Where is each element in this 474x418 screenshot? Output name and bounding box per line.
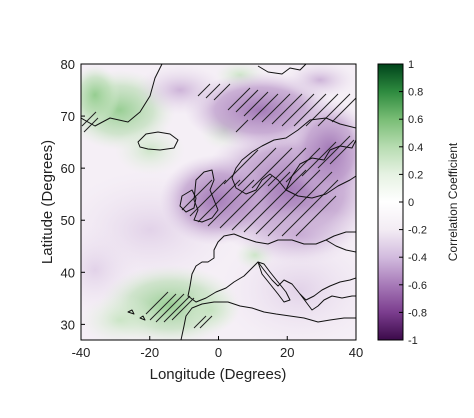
x-axis-title: Longitude (Degrees): [150, 366, 287, 383]
colorbar-tick-label: -1: [408, 335, 418, 347]
y-tick-label: 40: [61, 265, 75, 280]
baltic-coast: [285, 139, 356, 191]
colorbar-tick-label: -0.4: [408, 252, 427, 264]
colorbar-gradient: [377, 63, 404, 341]
colorbar-tick-label: 0.2: [408, 169, 423, 181]
x-tick-label: 0: [215, 345, 222, 360]
scandinavia-coast: [231, 117, 356, 199]
hatch-west: [81, 111, 99, 133]
italy-coast: [257, 261, 291, 303]
colorbar-tick-label: 0: [408, 197, 414, 209]
y-tick-label: 80: [61, 57, 75, 72]
colorbar-tick-label: 0.4: [408, 142, 423, 154]
y-tick-label: 50: [61, 213, 75, 228]
colorbar-tick-label: 0.8: [408, 87, 423, 99]
x-tick-label: -40: [72, 345, 91, 360]
y-axis-ticks: 30 40 50 60 70 80: [61, 57, 85, 332]
colorbar-tick-label: -0.2: [408, 225, 427, 237]
colorbar-tick-label: -0.6: [408, 280, 427, 292]
colorbar-title: Correlation Coefficient: [446, 142, 460, 261]
great-britain-coast: [193, 169, 219, 223]
black-sea-coast: [325, 239, 356, 253]
greece-turkey-coast: [299, 293, 356, 311]
ireland-coast: [179, 189, 197, 213]
y-axis-title: Latitude (Degrees): [39, 140, 56, 264]
y-tick-label: 30: [61, 317, 75, 332]
colorbar-ticks: 1 0.8 0.6 0.4 0.2 0 -0.2 -0.4 -0.6 -0.8 -1: [399, 59, 427, 347]
y-tick-label: 60: [61, 161, 75, 176]
x-tick-label: 40: [349, 345, 363, 360]
colorbar-tick-label: 1: [408, 59, 414, 71]
hatch-iberia-sw: [145, 291, 213, 329]
x-axis-ticks: -40 -20 0 20 40: [72, 336, 363, 360]
colorbar-tick-label: 0.6: [408, 114, 423, 126]
iceland-coast: [137, 131, 179, 151]
y-tick-label: 70: [61, 109, 75, 124]
colorbar: 1 0.8 0.6 0.4 0.2 0 -0.2 -0.4 -0.6 -0.8 -1 Correla…: [377, 59, 460, 347]
coastlines: [81, 64, 356, 340]
africa-coast: [180, 301, 356, 340]
significance-hatching: [81, 83, 356, 329]
greenland-coast: [81, 64, 163, 127]
x-tick-label: 20: [280, 345, 294, 360]
x-tick-label: -20: [140, 345, 159, 360]
colorbar-tick-label: -0.8: [408, 307, 427, 319]
canary-islands: [127, 309, 146, 321]
svalbard-coast: [257, 64, 307, 75]
hatch-north: [197, 83, 356, 133]
